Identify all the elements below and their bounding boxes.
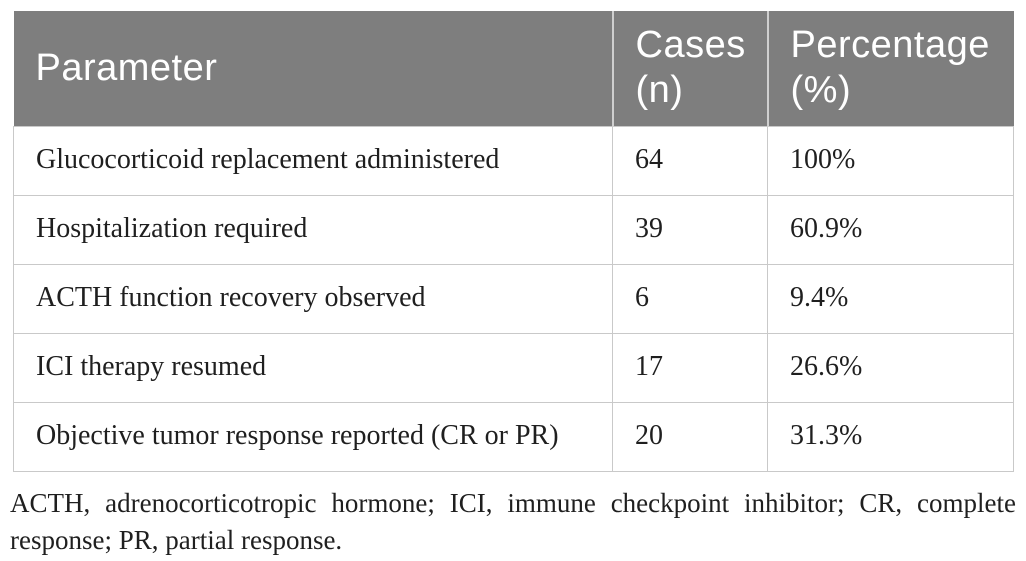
- column-header-parameter: Parameter: [13, 11, 613, 126]
- cell-percentage: 9.4%: [767, 263, 1014, 334]
- cell-cases: 64: [612, 125, 768, 196]
- table-row: Hospitalization required 39 60.9%: [13, 194, 1014, 265]
- cell-cases: 17: [612, 332, 768, 403]
- cell-cases: 39: [612, 194, 768, 265]
- table-footnote: ACTH, adrenocorticotropic hormone; ICI, …: [10, 488, 1016, 555]
- cell-parameter: ICI therapy resumed: [13, 332, 613, 403]
- table-row: ACTH function recovery observed 6 9.4%: [13, 263, 1014, 334]
- cell-parameter: Objective tumor response reported (CR or…: [13, 401, 613, 472]
- table-row: Objective tumor response reported (CR or…: [13, 401, 1014, 472]
- cell-cases: 20: [612, 401, 768, 472]
- cell-parameter: ACTH function recovery observed: [13, 263, 613, 334]
- results-table-container: Parameter Cases (n) Percentage (%) Gluco…: [13, 11, 1014, 472]
- cell-cases: 6: [612, 263, 768, 334]
- header-row: Parameter Cases (n) Percentage (%): [13, 11, 1014, 126]
- table-body: Glucocorticoid replacement administered …: [13, 125, 1014, 472]
- column-header-cases: Cases (n): [611, 11, 768, 126]
- cell-parameter: Hospitalization required: [13, 194, 613, 265]
- cell-parameter: Glucocorticoid replacement administered: [13, 125, 613, 196]
- table-row: ICI therapy resumed 17 26.6%: [13, 332, 1014, 403]
- cell-percentage: 26.6%: [767, 332, 1014, 403]
- column-header-percentage: Percentage (%): [766, 11, 1014, 126]
- results-table: Parameter Cases (n) Percentage (%) Gluco…: [13, 11, 1014, 472]
- cell-percentage: 31.3%: [767, 401, 1014, 472]
- cell-percentage: 100%: [767, 125, 1014, 196]
- table-header: Parameter Cases (n) Percentage (%): [13, 11, 1014, 126]
- cell-percentage: 60.9%: [767, 194, 1014, 265]
- table-row: Glucocorticoid replacement administered …: [13, 125, 1014, 196]
